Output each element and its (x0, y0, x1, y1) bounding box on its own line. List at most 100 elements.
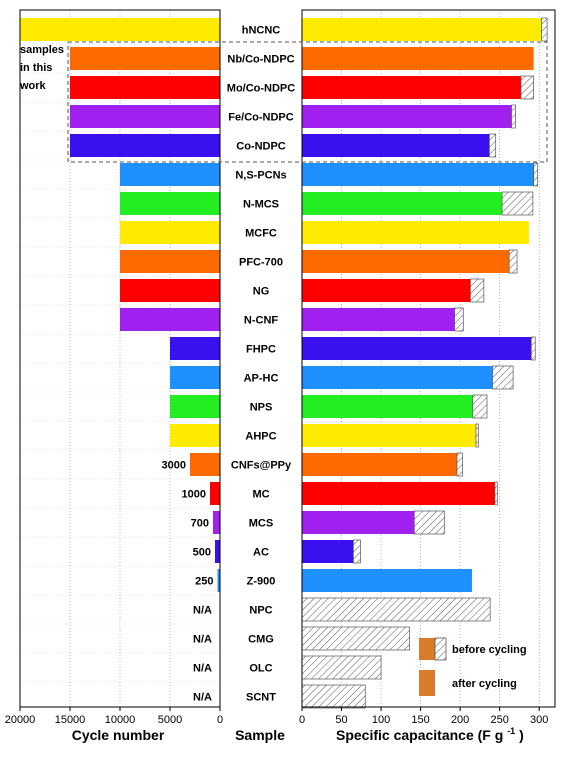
capacitance-bar-after (302, 47, 534, 70)
category-label: PFC-700 (239, 257, 283, 269)
cycle-bar (120, 221, 220, 244)
left-panel-bars (20, 18, 220, 592)
capacitance-bar-before (501, 191, 534, 216)
capacitance-bar-after (302, 395, 473, 418)
cycle-label: 1000 (182, 489, 206, 501)
category-labels: hNCNC Nb/Co-NDPC Mo/Co-NDPC Fe/Co-NDPC Co-ND… (227, 25, 295, 704)
annotation-line-2: in this (20, 62, 52, 74)
category-label: N-CNF (244, 315, 278, 327)
legend: before cycling after cycling (419, 637, 527, 696)
category-label: MC (252, 489, 269, 501)
legend-label-after: after cycling (452, 678, 517, 690)
capacitance-bar-before (520, 75, 535, 100)
category-label: N-MCS (243, 199, 279, 211)
legend-label-before: before cycling (452, 644, 527, 656)
right-axis-title-superscript: -1 (507, 726, 515, 736)
category-label: Nb/Co-NDPC (227, 54, 294, 66)
cycle-labels: 3000 1000 700 500 250 N/A N/A N/A N/A (162, 460, 214, 704)
capacitance-bar-after (302, 308, 455, 331)
capacitance-bar-after (302, 511, 415, 534)
cycle-bar (170, 337, 220, 360)
left-tick-label: 0 (217, 714, 223, 726)
cycle-bar (170, 366, 220, 389)
center-axis-title: Sample (235, 727, 285, 743)
capacitance-bar-before (470, 278, 485, 303)
cycle-bar (217, 569, 220, 592)
capacitance-bar-before (301, 655, 382, 680)
cycle-bar (70, 105, 220, 128)
left-tick-label: 5000 (158, 714, 182, 726)
cycle-label: N/A (193, 605, 212, 617)
capacitance-bar-after (302, 250, 510, 273)
capacitance-bar-after (302, 163, 534, 186)
category-label: CMG (248, 634, 274, 646)
right-axis-title-main: Specific capacitance (F g (336, 727, 503, 743)
left-tick-label: 10000 (105, 714, 136, 726)
cycle-label: N/A (193, 634, 212, 646)
capacitance-bar-before (530, 336, 536, 361)
capacitance-bar-after (302, 105, 512, 128)
cycle-label: 250 (195, 576, 213, 588)
capacitance-bar-after (302, 134, 490, 157)
category-label: AC (253, 547, 269, 559)
capacitance-bar-after (302, 18, 542, 41)
category-label: N,S-PCNs (235, 170, 286, 182)
right-tick-label: 50 (335, 714, 347, 726)
cycle-label: 700 (191, 518, 209, 530)
right-axis-title: Specific capacitance (F g -1 ) (336, 721, 524, 743)
cycle-bar (70, 76, 220, 99)
category-label: SCNT (246, 692, 276, 704)
category-label: AP-HC (244, 373, 279, 385)
capacitance-bar-after (302, 482, 495, 505)
capacitance-bar-after (302, 221, 529, 244)
legend-swatch-after (419, 670, 435, 696)
group-highlight-box (67, 41, 548, 163)
category-label: hNCNC (242, 25, 281, 37)
cycle-bar (120, 192, 220, 215)
category-label: OLC (249, 663, 272, 675)
cycle-bar (215, 540, 220, 563)
capacitance-bar-before (475, 423, 479, 448)
category-label: MCS (249, 518, 273, 530)
capacitance-bar-before (533, 162, 538, 187)
cycle-label: 3000 (162, 460, 186, 472)
cycle-label: N/A (193, 692, 212, 704)
capacitance-bar-before (541, 17, 548, 42)
capacitance-bar-before (489, 133, 497, 158)
left-tick-label: 15000 (55, 714, 86, 726)
cycle-bar (210, 482, 220, 505)
capacitance-bar-before (454, 307, 464, 332)
cycle-bar (170, 424, 220, 447)
category-label: CNFs@PPy (231, 460, 292, 472)
cycle-bar (70, 47, 220, 70)
cycle-bar (20, 18, 220, 41)
capacitance-bar-after (302, 337, 532, 360)
capacitance-bar-before (301, 597, 491, 622)
right-tick-label: 0 (299, 714, 305, 726)
right-panel-bars (301, 17, 548, 709)
capacitance-bar-after (302, 279, 471, 302)
cycle-label: N/A (193, 663, 212, 675)
category-label: NPS (250, 402, 273, 414)
cycle-bar (120, 308, 220, 331)
cycle-bar (190, 453, 220, 476)
cycle-bar (70, 134, 220, 157)
category-label: Co-NDPC (236, 141, 286, 153)
cycle-bar (120, 279, 220, 302)
capacitance-bar-before (508, 249, 518, 274)
category-label: FHPC (246, 344, 276, 356)
capacitance-bar-after (302, 540, 354, 563)
right-tick-label: 250 (490, 714, 508, 726)
capacitance-bar-after (302, 424, 476, 447)
capacitance-bar-before (353, 539, 361, 564)
right-tick-label: 150 (411, 714, 429, 726)
left-tick-label: 20000 (5, 714, 36, 726)
cycle-bar (120, 163, 220, 186)
category-label: Fe/Co-NDPC (228, 112, 293, 124)
axes: 20000 15000 10000 5000 0 0 50 100 150 200 250 300 (5, 9, 556, 726)
right-tick-label: 300 (530, 714, 548, 726)
legend-swatch-before (419, 638, 435, 660)
capacitance-bar-after (302, 192, 503, 215)
capacitance-bar-before (511, 104, 516, 129)
